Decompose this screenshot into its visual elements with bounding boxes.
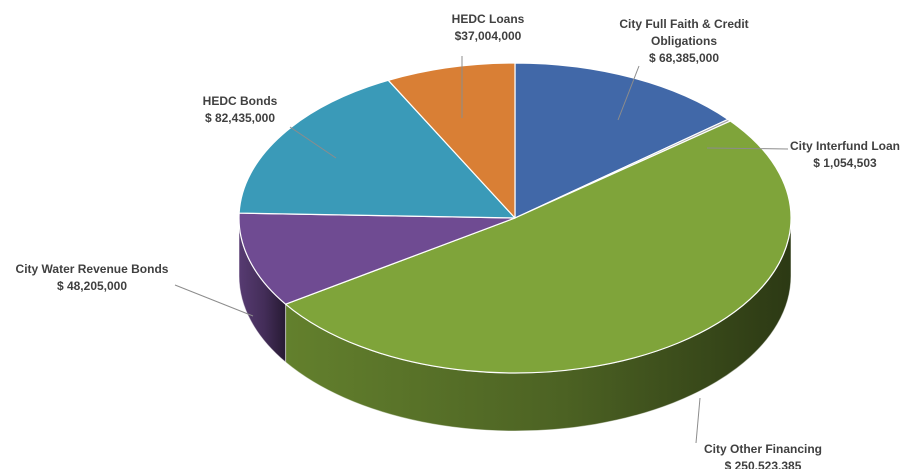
slice-hedc-bonds [238,79,516,219]
leader-line-city-full-faith-credit-obligations [617,65,640,121]
leader-line-city-interfund-loan [706,147,789,150]
data-label-value-city-full-faith-credit-obligations: $ 68,385,000 [649,51,719,65]
data-label-value-hedc-bonds: $ 82,435,000 [205,111,275,125]
data-label-category-hedc-loans: HEDC Loans [452,12,525,26]
slice-city-full-faith-credit-obligations [514,62,729,219]
slice-hedc-loans [387,62,516,219]
leader-lines [174,56,789,444]
data-label-category-hedc-bonds: HEDC Bonds [203,94,278,108]
data-label-value-hedc-loans: $37,004,000 [455,29,522,43]
data-label-category-city-other-financing: City Other Financing [704,442,822,456]
data-label-category-city-interfund-loan: City Interfund Loan [790,139,900,153]
slice-city-water-revenue-bonds [238,212,516,305]
leader-line-city-other-financing [695,397,701,444]
data-label-category-city-full-faith-credit-obligations-line2: Obligations [651,34,717,48]
data-label-value-city-water-revenue-bonds: $ 48,205,000 [57,279,127,293]
data-label-value-city-interfund-loan: $ 1,054,503 [813,156,877,170]
data-label-value-city-other-financing: $ 250,523,385 [725,459,802,469]
slice-city-other-financing [284,120,792,374]
data-labels: City Full Faith & Credit Obligations $ 68,… [16,12,900,469]
data-label-category-city-full-faith-credit-obligations-line1: City Full Faith & Credit [619,17,748,31]
pie-slices [238,62,792,374]
leader-line-hedc-bonds [289,126,337,159]
leader-line-city-water-revenue-bonds [174,284,254,317]
data-label-category-city-water-revenue-bonds: City Water Revenue Bonds [16,262,169,276]
